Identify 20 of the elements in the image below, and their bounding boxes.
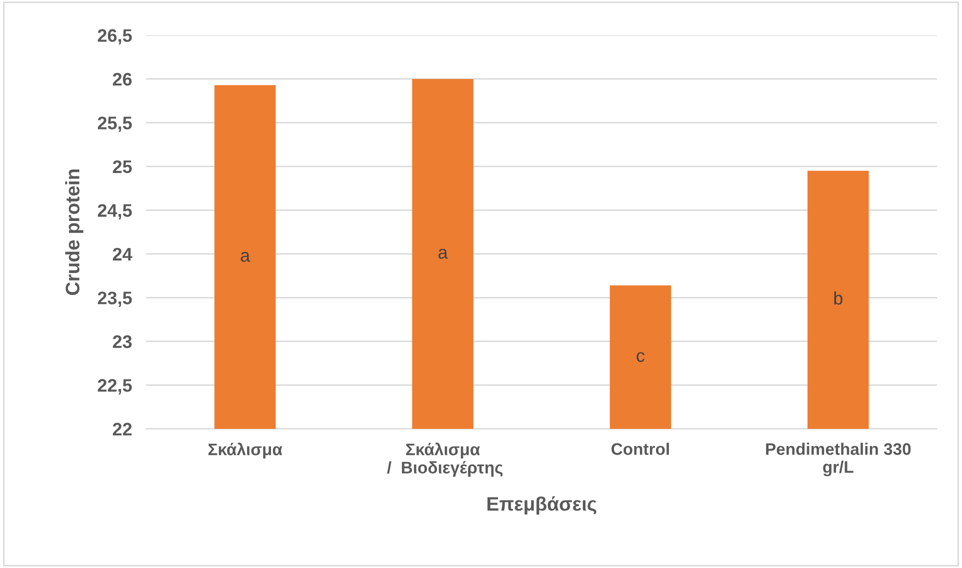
y-tick-label: 26: [112, 72, 132, 86]
annotation: b: [834, 291, 842, 305]
x-tick-label: Pendimethalin 330 gr/L: [766, 442, 911, 476]
y-tick-label: 25: [112, 160, 132, 174]
x-tick-label: Control: [612, 442, 669, 455]
y-tick-label: 22: [112, 422, 132, 436]
y-tick-label: 25,5: [98, 116, 132, 132]
annotation: a: [438, 248, 448, 259]
y-tick-label: 26,5: [98, 29, 132, 45]
y-tick-label: 23: [112, 335, 132, 348]
y-tick-label: 24: [112, 248, 132, 260]
annotation: c: [636, 352, 644, 362]
x-axis-title: Επεμβάσεις: [487, 496, 596, 515]
x-tick-label: Σκάλισμα / Βιοδιεγέρτης: [387, 442, 503, 477]
y-tick-label: 24,5: [98, 204, 132, 220]
y-tick-label: 23,5: [98, 292, 132, 307]
annotation: a: [240, 252, 250, 262]
y-axis-title: Crude protein: [65, 169, 84, 295]
y-tick-label: 22,5: [98, 379, 132, 394]
x-tick-label: Σκάλισμα: [208, 442, 282, 459]
